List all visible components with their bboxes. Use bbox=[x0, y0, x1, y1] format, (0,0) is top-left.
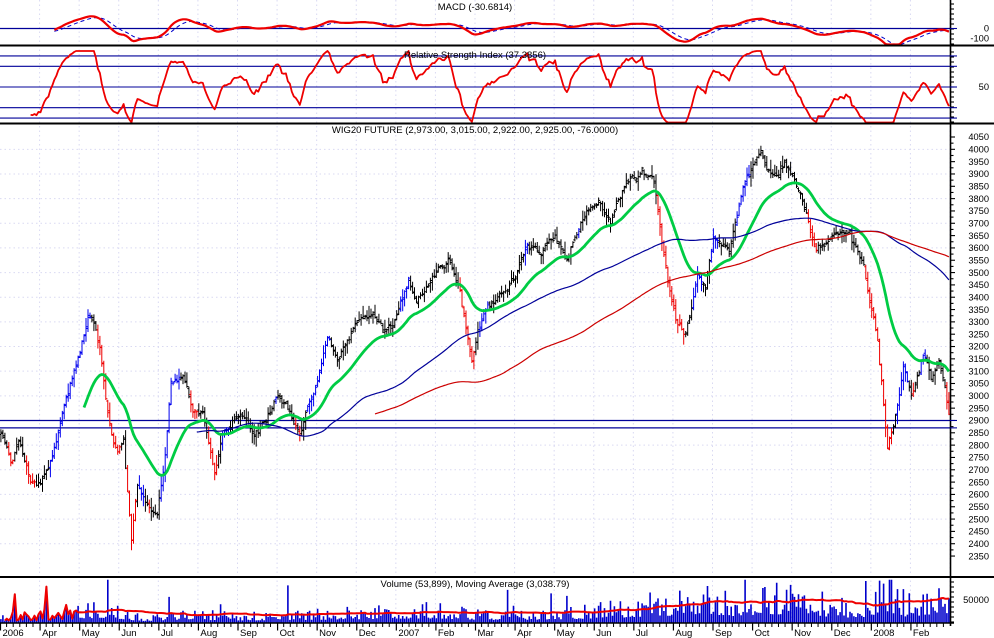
price-axis-3100: 3100 bbox=[968, 366, 989, 376]
price-axis-3250: 3250 bbox=[968, 329, 989, 339]
x-axis-label-Oct: Oct bbox=[280, 628, 295, 638]
price-axis-3050: 3050 bbox=[968, 379, 989, 389]
x-axis-label-Nov: Nov bbox=[794, 628, 811, 638]
volume-axis-50000: 50000 bbox=[963, 595, 989, 605]
price-axis-3350: 3350 bbox=[968, 305, 989, 315]
price-axis-3200: 3200 bbox=[968, 342, 989, 352]
x-axis-label-Aug: Aug bbox=[200, 628, 217, 638]
price-axis-3450: 3450 bbox=[968, 280, 989, 290]
x-axis-label-Jun: Jun bbox=[121, 628, 136, 638]
rsi-panel bbox=[0, 50, 950, 124]
macd-panel bbox=[0, 15, 950, 46]
macd-line bbox=[53, 15, 950, 46]
x-axis-label-Feb: Feb bbox=[913, 628, 929, 638]
price-axis-3950: 3950 bbox=[968, 157, 989, 167]
x-axis-label-Sep: Sep bbox=[715, 628, 732, 638]
x-axis-label-2006: 2006 bbox=[3, 628, 24, 638]
x-axis-label-Feb: Feb bbox=[438, 628, 454, 638]
price-bars-neutral bbox=[0, 145, 947, 521]
price-axis-2550: 2550 bbox=[968, 502, 989, 512]
price-axis-3900: 3900 bbox=[968, 169, 989, 179]
ma-medium-line bbox=[196, 217, 950, 437]
price-bars-up bbox=[48, 165, 927, 507]
price-axis-2750: 2750 bbox=[968, 453, 989, 463]
macd-signal-line bbox=[54, 17, 949, 45]
price-axis-4000: 4000 bbox=[968, 145, 989, 155]
price-axis-3000: 3000 bbox=[968, 391, 989, 401]
macd-axis-0: 0 bbox=[984, 24, 989, 34]
x-axis-label-Dec: Dec bbox=[359, 628, 376, 638]
macd-axis-neg100: -100 bbox=[970, 34, 989, 44]
x-axis-label-May: May bbox=[82, 628, 100, 638]
x-axis-label-Oct: Oct bbox=[755, 628, 770, 638]
price-axis-3150: 3150 bbox=[968, 354, 989, 364]
price-axis-2650: 2650 bbox=[968, 477, 989, 487]
x-axis-label-Jun: Jun bbox=[596, 628, 611, 638]
price-axis-3850: 3850 bbox=[968, 182, 989, 192]
price-axis-3800: 3800 bbox=[968, 194, 989, 204]
price-axis-2400: 2400 bbox=[968, 539, 989, 549]
ma-slow-line bbox=[374, 230, 950, 415]
ma-fast-line bbox=[82, 181, 951, 477]
price-axis-3650: 3650 bbox=[968, 231, 989, 241]
panel-separators bbox=[0, 44, 994, 578]
rsi-axis-50: 50 bbox=[979, 82, 989, 92]
rsi-line bbox=[30, 50, 950, 124]
price-axis-2500: 2500 bbox=[968, 514, 989, 524]
x-axis-label-2007: 2007 bbox=[398, 628, 419, 638]
price-axis-2900: 2900 bbox=[968, 416, 989, 426]
x-axis-label-2008: 2008 bbox=[873, 628, 894, 638]
x-axis-label-Dec: Dec bbox=[834, 628, 851, 638]
x-axis-label-May: May bbox=[557, 628, 575, 638]
x-axis-label-Aug: Aug bbox=[675, 628, 692, 638]
price-axis-2350: 2350 bbox=[968, 551, 989, 561]
x-axis-label-Mar: Mar bbox=[478, 628, 494, 638]
x-axis-label-Jul: Jul bbox=[161, 628, 173, 638]
price-axis-3300: 3300 bbox=[968, 317, 989, 327]
price-axis-2850: 2850 bbox=[968, 428, 989, 438]
price-axis-2950: 2950 bbox=[968, 403, 989, 413]
price-axis-2700: 2700 bbox=[968, 465, 989, 475]
price-bars-down bbox=[7, 193, 951, 551]
price-panel bbox=[0, 145, 951, 551]
price-axis-3400: 3400 bbox=[968, 292, 989, 302]
price-axis-3600: 3600 bbox=[968, 243, 989, 253]
x-axis-label-Jul: Jul bbox=[636, 628, 648, 638]
x-axis-label-Nov: Nov bbox=[319, 628, 336, 638]
x-axis-label-Sep: Sep bbox=[240, 628, 257, 638]
x-axis-label-Apr: Apr bbox=[42, 628, 57, 638]
price-axis-3550: 3550 bbox=[968, 255, 989, 265]
price-axis-4050: 4050 bbox=[968, 132, 989, 142]
volume-bars bbox=[0, 579, 950, 623]
volume-ma-line bbox=[4, 585, 950, 622]
price-axis-2450: 2450 bbox=[968, 527, 989, 537]
price-axis-2600: 2600 bbox=[968, 490, 989, 500]
price-axis-2800: 2800 bbox=[968, 440, 989, 450]
right-axis: 0-100 50 4050 4000 3950 3900 3850 3800 3750 3700 3… bbox=[949, 0, 989, 626]
x-axis: 2006 Apr May Jun Jul Aug Sep Oct Nov Dec 2007 Feb Ma… bbox=[0, 622, 954, 638]
x-axis-label-Apr: Apr bbox=[517, 628, 532, 638]
price-axis-3700: 3700 bbox=[968, 218, 989, 228]
price-axis-3750: 3750 bbox=[968, 206, 989, 216]
volume-panel bbox=[0, 579, 950, 623]
price-axis-3500: 3500 bbox=[968, 268, 989, 278]
